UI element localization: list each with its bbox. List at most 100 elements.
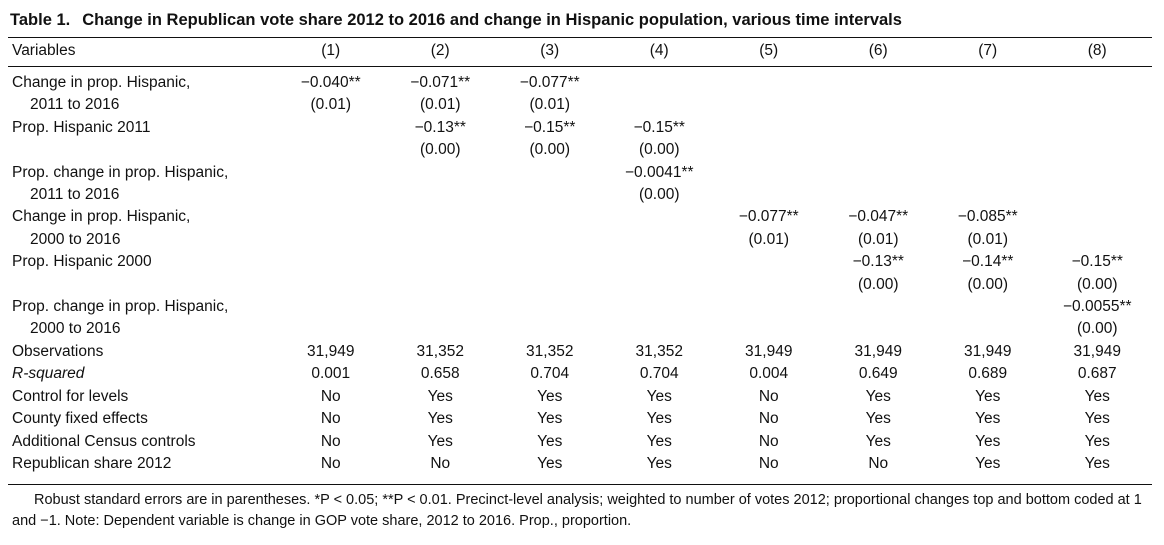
table-cell: −0.0041** [624,163,694,181]
table-cell: (0.00) [529,141,571,159]
table-cell: Yes [646,454,672,472]
table-cell [386,296,496,318]
table-cell: Yes [537,432,563,450]
column-header: (4) [649,42,669,59]
row-label: Republican share 2012 [12,454,172,472]
table-cell [605,94,715,116]
table-cell [605,251,715,273]
table-row: Change in prop. Hispanic, −0.040** −0.071*… [8,72,1152,94]
regression-table: Variables (1) (2) (3) (4) (5) (6) (7) (8… [8,39,1152,475]
table-cell: Yes [427,432,453,450]
table-cell [714,139,824,161]
table-cell: Yes [865,387,891,405]
row-label: Additional Census controls [12,432,196,450]
table-row: Prop. Hispanic 2000 −0.13** −0.14** −0.15** [8,251,1152,273]
table-cell [1043,162,1153,184]
header-rule [8,66,1152,67]
header-row: Variables (1) (2) (3) (4) (5) (6) (7) (8… [8,39,1152,66]
column-header: (8) [1087,42,1107,59]
table-cell: 0.687 [1077,365,1117,383]
column-header: (7) [978,42,998,59]
table-cell: Yes [427,387,453,405]
row-label [8,139,276,161]
table-cell [933,318,1043,340]
column-header: (6) [868,42,888,59]
table-cell: 31,949 [1073,342,1121,360]
table-row: Prop. Hispanic 2011 −0.13** −0.15** −0.15** [8,117,1152,139]
table-cell [495,206,605,228]
table-cell: Yes [537,410,563,428]
table-cell: Yes [427,410,453,428]
table-cell: (0.00) [967,275,1009,293]
table-cell [605,296,715,318]
table-cell [276,296,386,318]
row-label: 2000 to 2016 [30,320,121,338]
table-cell [714,318,824,340]
table-cell [714,94,824,116]
table-cell: −0.15** [633,118,685,136]
row-label: 2000 to 2016 [30,230,121,248]
table-cell [714,274,824,296]
table-body: Change in prop. Hispanic, −0.040** −0.071*… [8,72,1152,475]
table-title: Table 1. Change in Republican vote share … [10,9,1160,31]
column-header: (1) [321,42,341,59]
table-cell [933,117,1043,139]
table-cell: Yes [975,432,1001,450]
table-cell [276,251,386,273]
table-cell [824,139,934,161]
table-cell: Yes [975,454,1001,472]
column-header: (2) [430,42,450,59]
table-cell [714,251,824,273]
table-cell [714,72,824,94]
table-cell: 0.004 [749,365,789,383]
table-cell: −0.13** [852,253,904,271]
table-cell [386,274,496,296]
top-rule [8,37,1152,38]
table-cell: (0.01) [420,96,461,114]
table-cell [605,72,715,94]
table-cell: Yes [537,454,563,472]
table-row: Change in prop. Hispanic, −0.077** −0.047*… [8,206,1152,228]
table-cell: 0.704 [639,365,679,383]
table-cell: −0.13** [414,118,466,136]
table-cell: Yes [975,410,1001,428]
table-cell [933,139,1043,161]
table-cell [933,162,1043,184]
table-row: 2000 to 2016 (0.01) (0.01) (0.01) [8,229,1152,251]
table-cell [1043,94,1153,116]
table-cell: −0.040** [300,74,361,91]
variables-header: Variables [12,42,76,59]
table-cell [1043,229,1153,251]
table-cell: 31,949 [307,342,355,360]
table-cell [276,206,386,228]
table-cell: 0.689 [968,365,1008,383]
row-label [8,274,276,296]
table-row: 2011 to 2016 (0.00) [8,184,1152,206]
table-cell: Yes [975,387,1001,405]
table-cell [386,206,496,228]
table-cell [386,251,496,273]
table-cell: −0.15** [1071,253,1123,271]
table-cell [495,296,605,318]
table-cell: No [758,454,779,472]
table-cell [495,251,605,273]
table-cell [276,139,386,161]
table-cell: No [320,410,341,428]
row-label: Prop. Hispanic 2011 [12,118,151,136]
table-row: (0.00) (0.00) (0.00) [8,274,1152,296]
table-cell [714,296,824,318]
table-cell [1043,72,1153,94]
table-row: Prop. change in prop. Hispanic, −0.0041** [8,162,1152,184]
table-cell: 31,949 [745,342,793,360]
table-cell: Yes [1084,410,1110,428]
table-cell [714,117,824,139]
table-cell: Yes [1084,432,1110,450]
table-row: Prop. change in prop. Hispanic, −0.0055** [8,296,1152,318]
table-cell [495,184,605,206]
table-cell [824,296,934,318]
table-cell: No [868,454,889,472]
table-cell [386,318,496,340]
row-label: Control for levels [12,387,129,405]
table-cell: −0.077** [738,208,799,226]
table-cell [495,229,605,251]
